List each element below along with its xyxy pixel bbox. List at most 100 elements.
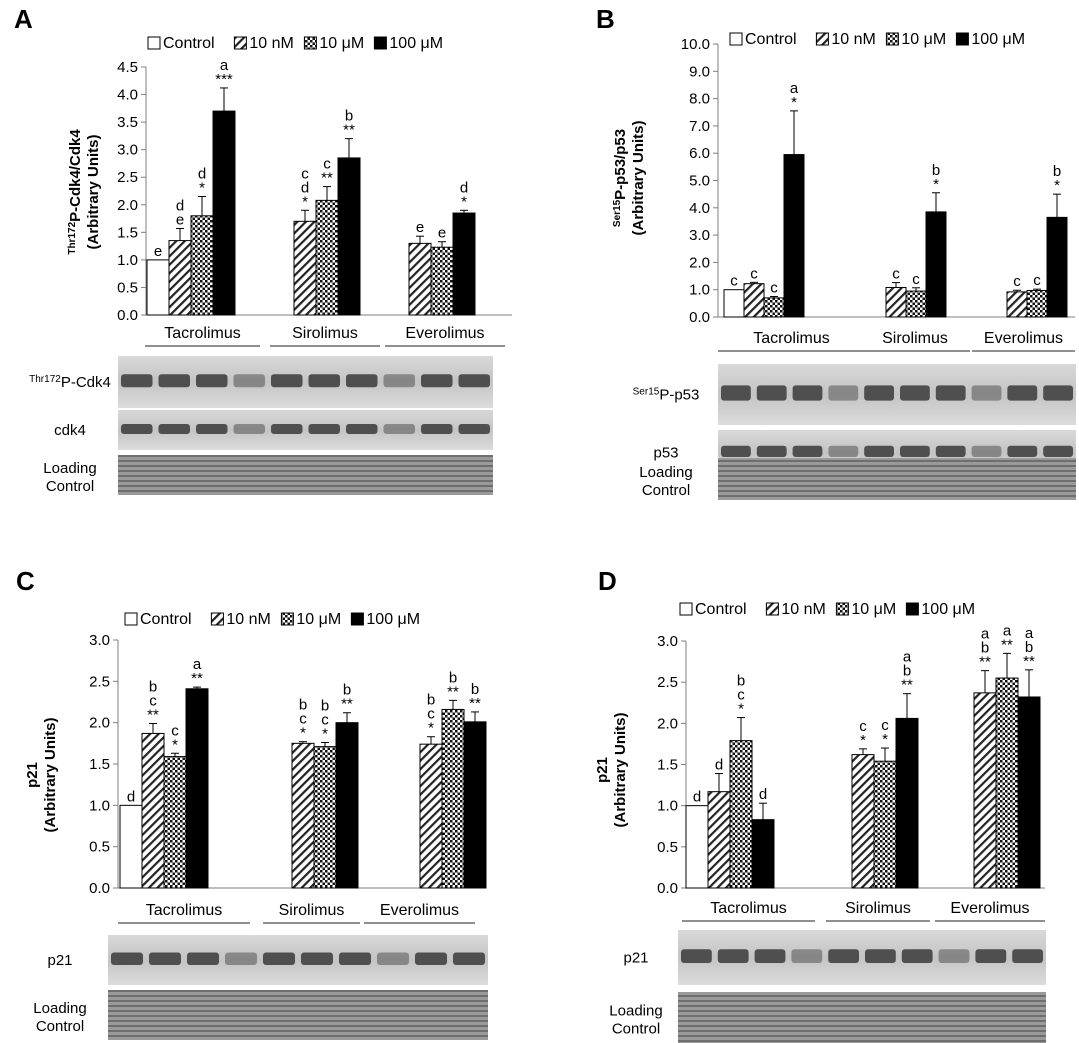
legend-label: Control xyxy=(695,601,747,618)
group-label-tacrolimus: Tacrolimus xyxy=(710,900,786,917)
significance-label: * xyxy=(172,736,178,753)
bar-tacrolimus-3 xyxy=(212,110,236,316)
significance-label: c xyxy=(750,265,758,282)
significance-label: c xyxy=(737,687,745,704)
loading-control-blot xyxy=(118,455,493,495)
blot-band xyxy=(865,949,896,963)
blot-label: cdk4 xyxy=(54,422,86,439)
significance-label: ** xyxy=(321,170,333,187)
bar-tacrolimus-1 xyxy=(743,283,765,318)
y-tick-label: 2.5 xyxy=(89,673,110,690)
bar-tacrolimus-3 xyxy=(185,688,209,889)
y-tick-label: 2.0 xyxy=(117,197,138,214)
blot-band xyxy=(756,385,787,401)
y-axis-label: p21 (Arbitrary Units) xyxy=(24,717,59,832)
panel-letter: B xyxy=(596,4,615,34)
y-tick-label: 3.0 xyxy=(657,633,678,650)
significance-label: e xyxy=(416,219,424,236)
significance-label: d xyxy=(759,786,767,803)
legend-label: 10 μM xyxy=(296,611,341,628)
y-tick-label: 0.0 xyxy=(89,880,110,897)
y-tick-label: 9.0 xyxy=(689,63,710,80)
y-tick-label: 3.0 xyxy=(89,632,110,649)
significance-label: c xyxy=(770,280,778,297)
bar-everolimus-3 xyxy=(452,212,476,316)
legend-label: 100 μM xyxy=(366,611,420,628)
bar-tacrolimus-0 xyxy=(685,805,709,889)
significance-label: * xyxy=(461,193,467,210)
blot-band xyxy=(935,385,966,401)
y-tick-label: 1.0 xyxy=(689,282,710,299)
legend-swatch-0 xyxy=(124,612,138,626)
bar-tacrolimus-0 xyxy=(723,289,745,318)
y-tick-label: 4.0 xyxy=(689,200,710,217)
blot-band xyxy=(901,949,933,963)
legend-swatch-2 xyxy=(885,32,899,46)
legend-swatch-1 xyxy=(815,32,829,46)
y-axis-label: p21 (Arbitrary Units) xyxy=(594,712,629,827)
significance-label: c xyxy=(892,266,900,283)
bar-tacrolimus-2 xyxy=(190,215,214,316)
y-tick-label: 2.0 xyxy=(657,715,678,732)
blot-label: Thr172P-Cdk4 xyxy=(29,374,111,391)
y-axis-label: Thr172P-Cdk4/Cdk4 (Arbitrary Units) xyxy=(67,129,102,255)
bar-sirolimus-1 xyxy=(851,754,875,889)
bar-sirolimus-1 xyxy=(293,220,317,316)
bar-everolimus-3 xyxy=(1017,696,1041,889)
blot-band xyxy=(756,445,787,457)
blot-band xyxy=(158,424,190,434)
significance-label: e xyxy=(438,225,446,242)
significance-label: * xyxy=(860,732,866,749)
significance-label: *** xyxy=(215,71,233,88)
significance-label: b xyxy=(427,692,435,709)
blot-band xyxy=(346,374,378,388)
y-tick-label: 3.0 xyxy=(689,227,710,244)
blot-band xyxy=(421,374,453,388)
y-tick-label: 2.5 xyxy=(657,674,678,691)
significance-label: ** xyxy=(147,706,159,723)
blot-band xyxy=(453,952,485,965)
bar-tacrolimus-1 xyxy=(707,791,731,889)
y-axis-label: Ser15P-p53/p53 (Arbitrary Units) xyxy=(612,120,647,235)
significance-label: ** xyxy=(191,670,203,687)
bar-sirolimus-2 xyxy=(315,199,339,316)
significance-label: c xyxy=(149,692,157,709)
blot-band xyxy=(864,445,894,457)
blot-band xyxy=(339,952,371,965)
significance-label: * xyxy=(322,726,328,743)
group-label-tacrolimus: Tacrolimus xyxy=(164,325,240,342)
group-label-everolimus: Everolimus xyxy=(950,900,1029,917)
blot-band xyxy=(308,424,340,434)
y-tick-label: 8.0 xyxy=(689,91,710,108)
legend-swatch-0 xyxy=(729,32,743,46)
blot-band xyxy=(415,952,447,965)
significance-label: b xyxy=(471,681,479,698)
legend-label: 10 nM xyxy=(831,31,875,48)
significance-label: b xyxy=(149,678,157,695)
legend-label: Control xyxy=(745,31,797,48)
legend-label: Control xyxy=(140,611,192,628)
legend-swatch-0 xyxy=(679,602,693,616)
significance-label: ** xyxy=(1001,636,1013,653)
y-tick-label: 0.5 xyxy=(657,839,678,856)
bar-sirolimus-3 xyxy=(895,717,919,889)
blot-band xyxy=(149,952,181,965)
blot-label: Loading Control xyxy=(639,464,692,499)
y-axis-title: p21 xyxy=(594,757,611,783)
significance-label: * xyxy=(791,94,797,111)
significance-label: d xyxy=(198,166,206,183)
y-tick-label: 0.5 xyxy=(117,279,138,296)
significance-label: e xyxy=(176,211,184,228)
bar-tacrolimus-0 xyxy=(146,259,170,316)
blot-band xyxy=(681,949,712,963)
significance-label: ** xyxy=(343,122,355,139)
bar-everolimus-1 xyxy=(419,743,443,889)
significance-label: a xyxy=(220,57,229,74)
legend-label: 10 μM xyxy=(851,601,896,618)
y-tick-label: 7.0 xyxy=(689,118,710,135)
blot-band xyxy=(1043,385,1073,401)
blot-band xyxy=(121,374,153,388)
blot-band xyxy=(971,445,1002,457)
bar-everolimus-1 xyxy=(1006,291,1028,318)
blot-band xyxy=(121,424,153,434)
